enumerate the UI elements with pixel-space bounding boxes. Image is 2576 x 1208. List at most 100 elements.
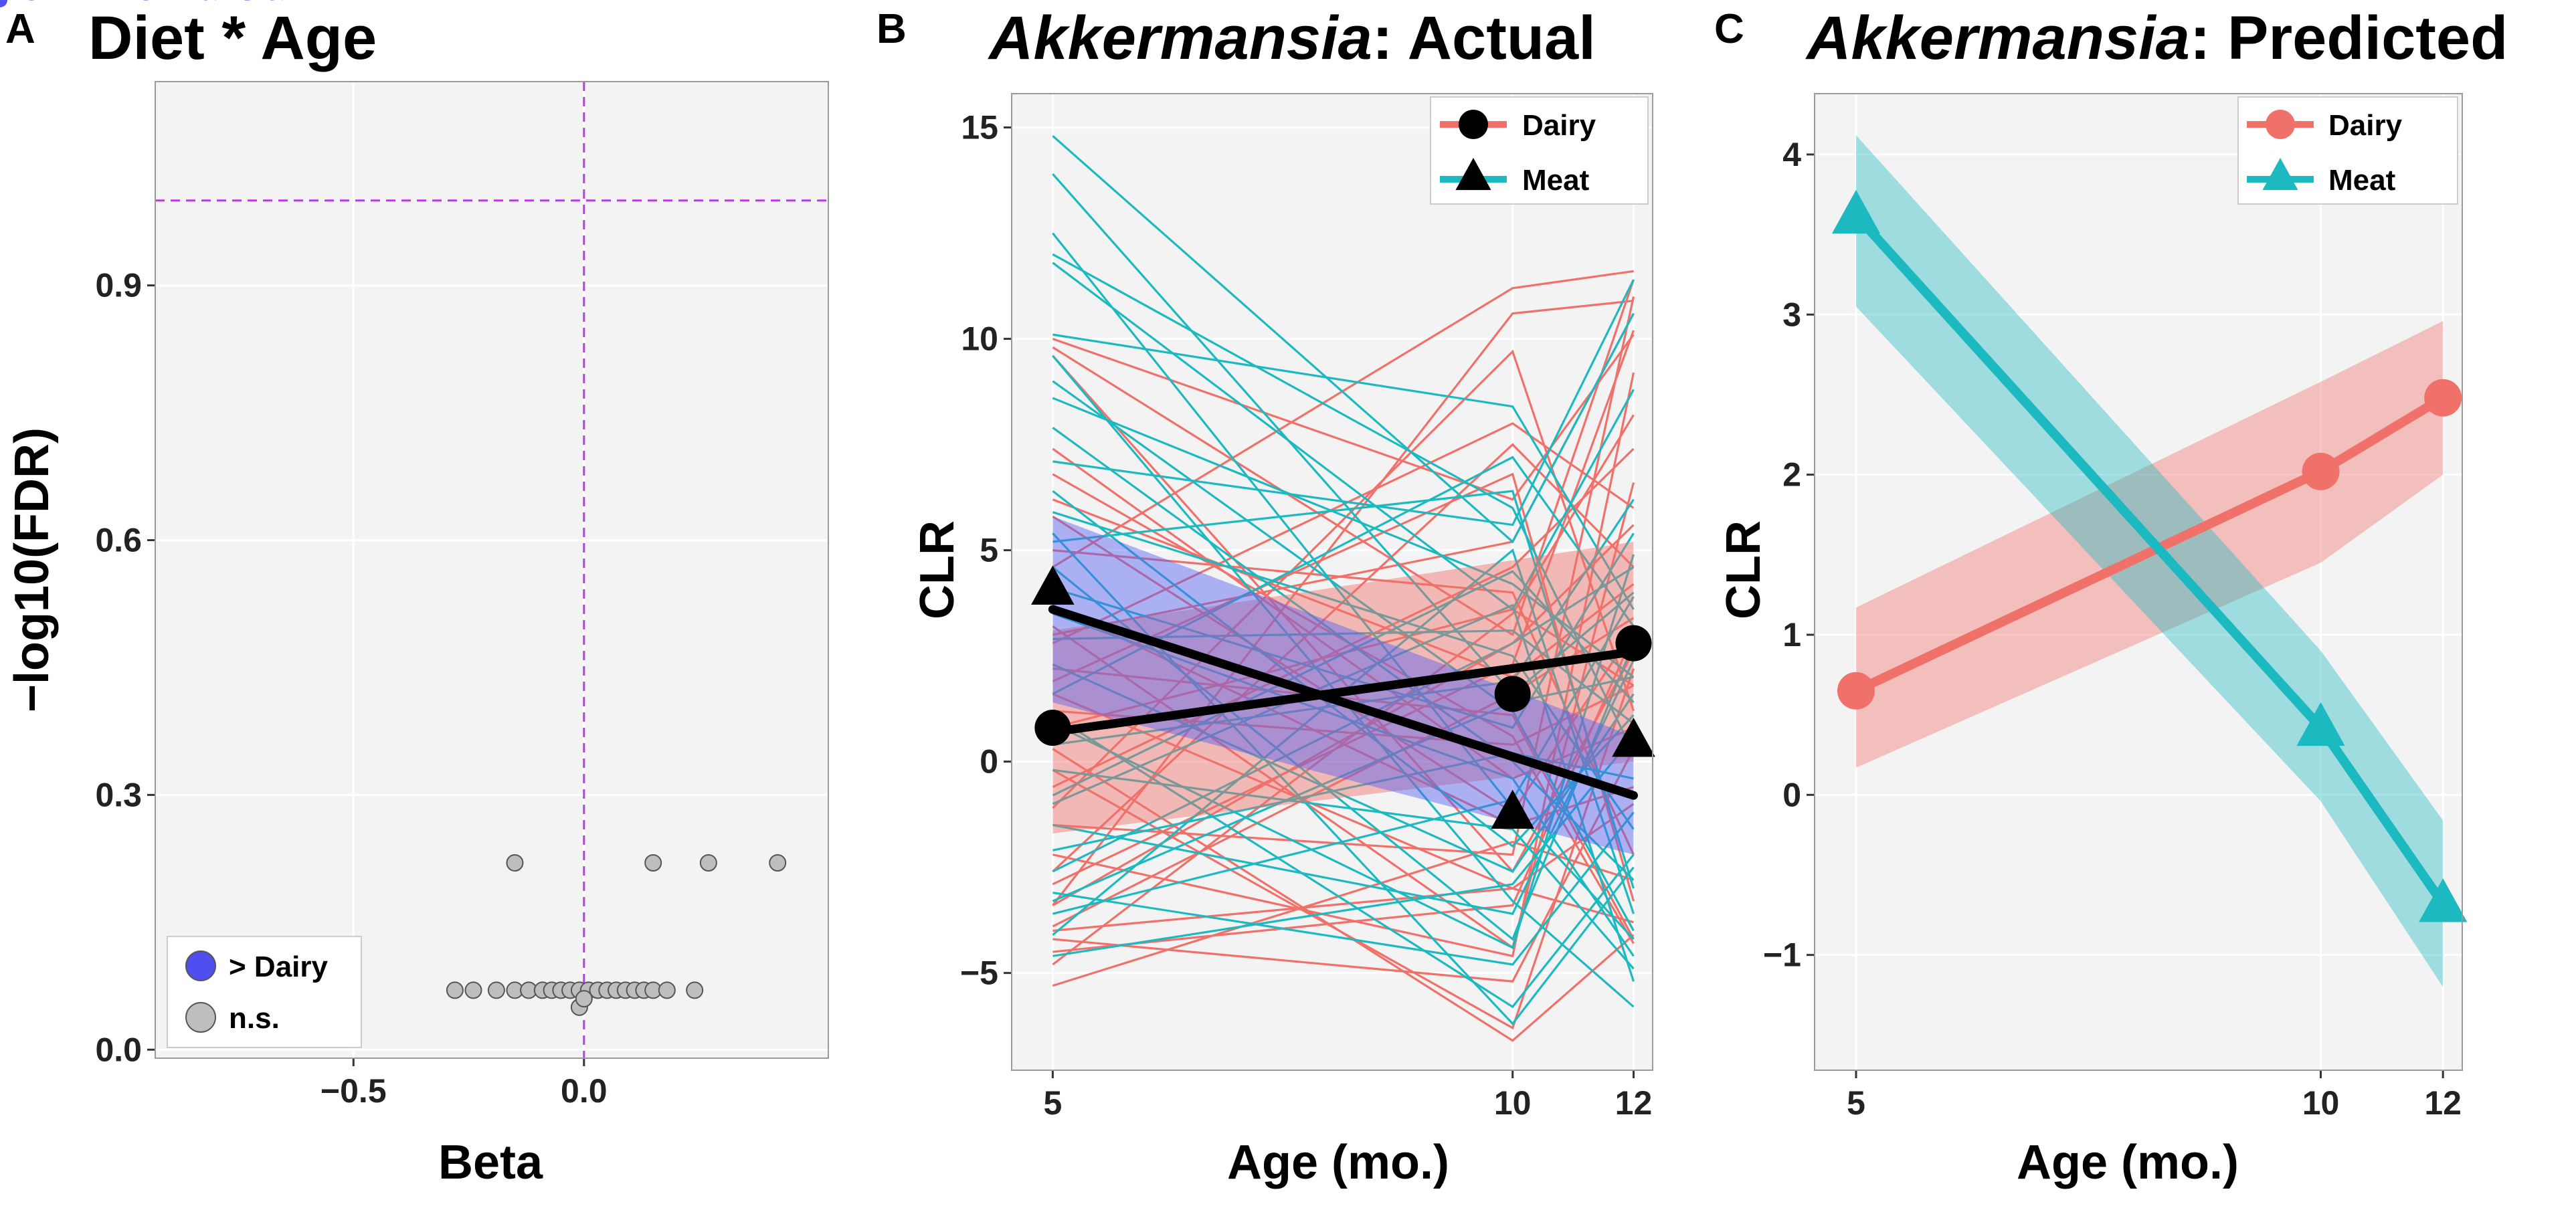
panel-c-x-tick-label: 12	[2424, 1084, 2462, 1122]
panel-b-meat-subject-line	[1052, 660, 1635, 915]
panel-b-meat-subject-line	[1052, 714, 1635, 1009]
panel-b-meat-subject-line	[1052, 279, 1635, 526]
panel-a-y-label: −log10(FDR)	[5, 427, 59, 712]
panel-b-title-italic: Akkermansia	[988, 4, 1372, 72]
panel-letter-b: B	[877, 6, 907, 52]
panel-b-dairy-subject-line	[1052, 549, 1635, 855]
panel-a-legend-ns-marker	[185, 1002, 216, 1033]
panel-c-dairy-point	[2424, 379, 2462, 417]
panel-letter-a: A	[5, 6, 35, 52]
panel-b-y-tick-label: 0	[980, 743, 998, 781]
panel-c-y-tick-label: 2	[1782, 456, 1801, 494]
panel-b-legend-dairy-label: Dairy	[1522, 109, 1596, 142]
panel-b-meat-subject-line	[1052, 663, 1635, 873]
panel-b-meat-mean-point	[1031, 565, 1075, 605]
panel-b-x-tick-label: 5	[1043, 1084, 1062, 1122]
panel-c-y-tick-label: 1	[1782, 616, 1801, 653]
panel-c-legend-meat-marker	[2262, 158, 2298, 191]
panel-b-x-label: Age (mo.)	[1227, 1136, 1449, 1189]
panel-c-title: Akkermansia: Predicted	[1805, 4, 2508, 72]
panel-b-y-label: CLR	[911, 520, 964, 619]
panel-c-meat-point	[1831, 189, 1881, 234]
panel-b-meat-subject-line	[1052, 548, 1635, 936]
panel-a-sig-point	[0, 0, 7, 7]
panel-c-y-tick-label: 4	[1782, 136, 1801, 173]
panel-b-meat-subject-line	[1052, 511, 1635, 830]
panel-a-volcano-plot: 0.0 0.3 0.6 0.9 −0.5 0.0 Verr:Akkermansia > Dai…	[0, 0, 829, 1110]
panel-b-meat-mean-point	[1612, 718, 1655, 757]
panel-c-legend-dairy-label: Dairy	[2328, 109, 2403, 142]
panel-b-y-tick-label: 10	[961, 320, 998, 358]
panel-a-ns-point	[446, 981, 464, 999]
panel-b-meat-subject-line	[1052, 566, 1635, 873]
panel-b-y-tick-label: −5	[960, 954, 998, 992]
panel-b-dairy-subject-line	[1052, 270, 1634, 569]
panel-c-y-tick-label: 3	[1782, 296, 1801, 333]
panel-letter-c: C	[1714, 6, 1744, 52]
panel-c-meat-point	[2419, 878, 2468, 922]
panel-b-actual-plot: −5 0 5 10 15 5 10 12 Dairy Meat	[960, 93, 1655, 1122]
panel-b-meat-subject-line	[1052, 427, 1635, 881]
panel-a-x-tick-label: 0.0	[561, 1072, 608, 1110]
panel-a-x-label: Beta	[438, 1136, 543, 1189]
panel-a-ns-point	[699, 854, 717, 872]
panel-a-legend-sig-label: > Dairy	[229, 950, 329, 983]
panel-a-plot-background	[155, 82, 828, 1058]
panel-b-meat-subject-line	[1052, 811, 1635, 966]
panel-a-y-tick-label: 0.3	[95, 776, 142, 813]
panel-b-legend-meat-label: Meat	[1522, 164, 1590, 197]
panel-a-ns-point	[487, 981, 505, 999]
panel-b-dairy-subject-line	[1052, 841, 1634, 987]
panel-c-y-label: CLR	[1717, 520, 1770, 619]
panel-b-dairy-subject-line	[1052, 684, 1635, 746]
panel-b-dairy-subject-line	[1052, 748, 1635, 983]
panel-b-meat-fit-line	[1048, 605, 1638, 800]
panel-b-x-tick-label: 12	[1615, 1084, 1653, 1122]
panel-c-meat-point	[2296, 702, 2345, 746]
panel-b-dairy-subject-line	[1052, 443, 1635, 873]
panel-a-ns-point	[658, 981, 676, 999]
panel-b-dairy-subject-line	[1052, 634, 1635, 953]
panel-b-meat-subject-line	[1052, 566, 1635, 941]
panel-c-legend-meat-label: Meat	[2328, 164, 2396, 197]
panel-a-ns-point	[464, 981, 482, 999]
panel-a-sig-point-label: Verr:Akkermansia	[0, 0, 286, 8]
panel-b-dairy-fit-line	[1048, 647, 1638, 736]
panel-b-meat-subject-line	[1052, 769, 1635, 970]
panel-a-x-tick-label: −0.5	[320, 1072, 387, 1110]
panel-b-meat-subject-line	[1052, 397, 1635, 678]
panel-b-dairy-subject-line	[1052, 279, 1635, 637]
panel-a-title: Diet * Age	[88, 4, 377, 72]
panel-a-plot-border	[155, 81, 829, 1059]
panel-a-ns-point	[644, 854, 662, 872]
panel-a-ns-point	[769, 854, 787, 872]
panel-c-title-italic: Akkermansia	[1805, 4, 2190, 72]
panel-c-y-tick-label: 0	[1782, 776, 1801, 813]
panel-b-meat-subject-line	[1052, 262, 1635, 611]
panel-b-dairy-subject-line	[1052, 372, 1635, 958]
panel-a-ns-point	[686, 981, 704, 999]
panel-b-dairy-mean-point	[1615, 625, 1652, 662]
panel-b-y-tick-label: 15	[961, 109, 998, 146]
panel-b-meat-subject-line	[1052, 456, 1635, 695]
panel-b-title: Akkermansia: Actual	[988, 4, 1596, 72]
panel-b-meat-subject-line	[1052, 532, 1635, 1025]
panel-b-dairy-mean-point	[1034, 710, 1071, 746]
panel-a-y-tick-label: 0.0	[95, 1031, 142, 1068]
panel-b-x-tick-label: 10	[1494, 1084, 1532, 1122]
panel-b-meat-subject-line	[1052, 532, 1635, 729]
panel-b-y-tick-label: 5	[980, 532, 998, 569]
panel-b-plot-border	[1011, 93, 1653, 1071]
panel-b-meat-subject-line	[1052, 603, 1635, 982]
panel-b-dairy-subject-line	[1052, 693, 1635, 890]
panel-a-legend-ns-label: n.s.	[229, 1002, 280, 1035]
panel-b-meat-subject-line	[1052, 355, 1635, 1008]
panel-b-meat-subject-line	[1052, 333, 1635, 610]
panel-b-meat-subject-line	[1052, 612, 1635, 957]
panel-b-meat-subject-line	[1052, 629, 1635, 724]
panel-c-meat-confidence-band	[1855, 135, 2444, 987]
panel-c-x-tick-label: 10	[2302, 1084, 2340, 1122]
panel-c-x-tick-label: 5	[1847, 1084, 1865, 1122]
panel-c-dairy-point	[1837, 672, 1875, 710]
